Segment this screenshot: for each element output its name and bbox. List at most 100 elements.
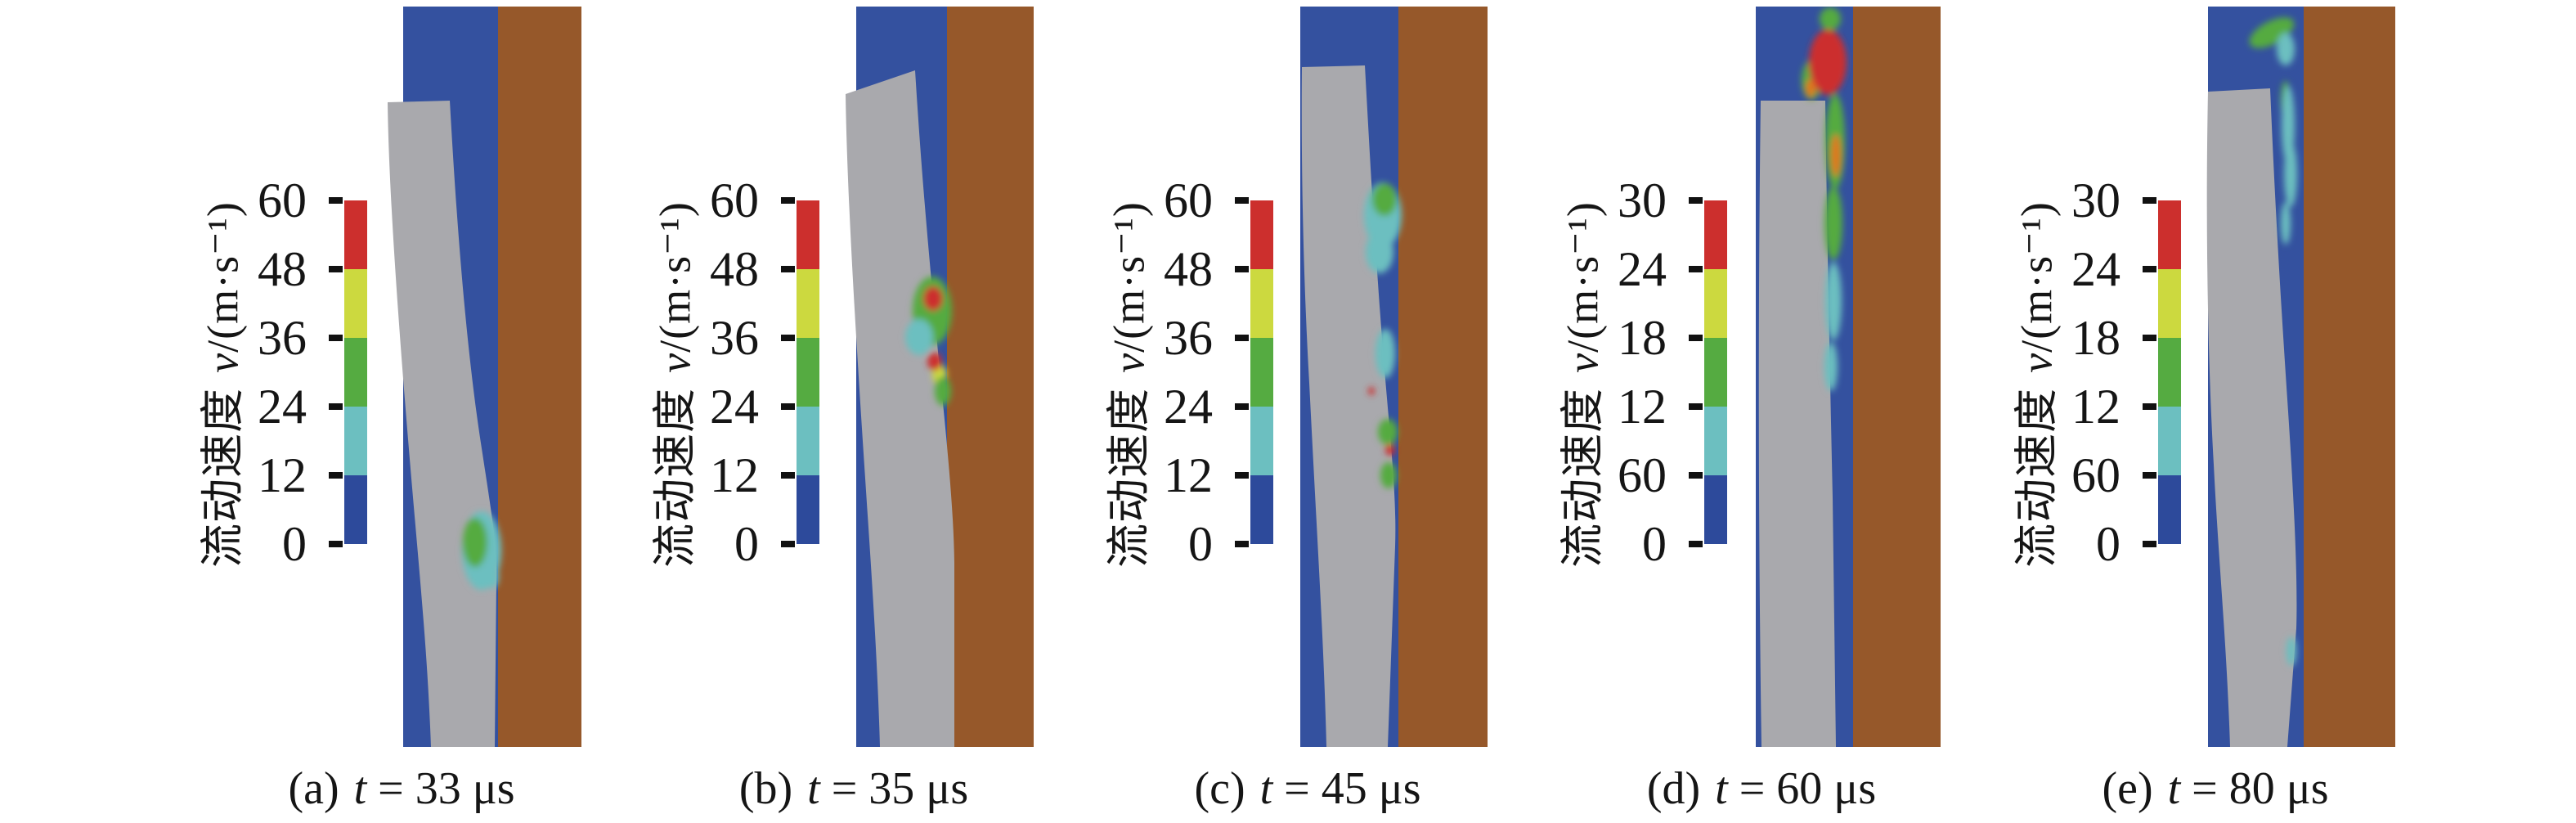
colorbar-segment-red — [2158, 200, 2181, 269]
contour-orange-core — [1831, 134, 1841, 177]
tick-label: 12 — [1164, 448, 1213, 502]
caption-variable: t — [2167, 763, 2181, 814]
tick-label: 48 — [1164, 242, 1213, 296]
tick-mark — [781, 472, 795, 479]
panel-caption: (c) t = 45 μs — [1194, 762, 1420, 815]
colorbar-segment-blue — [797, 475, 819, 544]
tick-mark — [1235, 266, 1249, 272]
tick-label: 18 — [2071, 311, 2120, 365]
flyer-plate — [2206, 88, 2297, 747]
panel-caption: (e) t = 80 μs — [2102, 762, 2328, 815]
flyer-plate — [1758, 101, 1836, 747]
colorbar — [344, 200, 367, 544]
tick-mark — [1689, 266, 1703, 272]
tick-label: 60 — [258, 173, 307, 227]
tick-label: 12 — [2071, 380, 2120, 434]
contour-red-blob — [1385, 444, 1395, 456]
tick-mark — [2143, 472, 2156, 479]
caption-index: (c) — [1194, 763, 1245, 814]
tick-mark — [1235, 403, 1249, 410]
tick-mark — [781, 197, 795, 204]
tick-label: 0 — [2096, 517, 2120, 571]
tick-label: 0 — [1642, 517, 1667, 571]
contour-cyan-blob — [1376, 329, 1395, 378]
colorbar-segment-red — [344, 200, 367, 269]
tick-mark — [1235, 197, 1249, 204]
wall-region — [498, 7, 581, 747]
colorbar-segment-cyan — [797, 407, 819, 475]
tick-mark — [781, 541, 795, 547]
tick-mark — [781, 335, 795, 341]
tick-mark — [781, 403, 795, 410]
contour-green-blob — [463, 518, 487, 567]
wall-region — [947, 7, 1034, 747]
flyer-plate — [388, 101, 497, 747]
tick-label: 30 — [1618, 173, 1667, 227]
contour-cyan-streak — [2281, 202, 2291, 245]
contour-red-blob — [927, 353, 942, 371]
wall-region — [2304, 7, 2395, 747]
colorbar-segment-green — [797, 338, 819, 407]
caption-variable: t — [1715, 763, 1728, 814]
velocity-contour-jet — [2249, 17, 2297, 666]
tick-mark — [781, 266, 795, 272]
contour-red-blob — [923, 286, 943, 311]
simulation-image-b — [846, 7, 1034, 747]
tick-mark — [1235, 472, 1249, 479]
colorbar-segment-yellow — [1250, 269, 1273, 338]
contour-cyan-blob — [1825, 262, 1842, 340]
simulation-image-a — [388, 7, 581, 747]
tick-mark — [1689, 335, 1703, 341]
colorbar-segment-yellow — [344, 269, 367, 338]
caption-index: (b) — [738, 763, 793, 814]
panel-caption: (b) t = 35 μs — [739, 762, 968, 815]
tick-mark — [2143, 197, 2156, 204]
tick-label: 60 — [710, 173, 759, 227]
colorbar — [1250, 200, 1273, 544]
tick-mark — [2143, 335, 2156, 341]
contour-cyan-blob — [486, 565, 499, 588]
tick-label: 48 — [710, 242, 759, 296]
colorbar — [1704, 200, 1727, 544]
tick-label: 24 — [710, 380, 759, 434]
tick-mark — [2143, 541, 2156, 547]
tick-label: 36 — [258, 311, 307, 365]
colorbar-segment-yellow — [2158, 269, 2181, 338]
tick-label: 18 — [1618, 311, 1667, 365]
colorbar-segment-green — [2158, 338, 2181, 407]
contour-green-blob — [935, 376, 951, 406]
caption-index: (e) — [2102, 763, 2153, 814]
contour-green-blob — [1380, 462, 1397, 488]
contour-cyan-streak — [2284, 142, 2297, 207]
contour-cyan-blob — [1366, 231, 1393, 273]
contour-cyan-blob — [1824, 342, 1838, 391]
tick-mark — [1235, 541, 1249, 547]
panel-a: 流动速度v/(m·s⁻¹) 60 48 36 24 12 0 — [194, 0, 599, 823]
tick-label: 24 — [2071, 242, 2120, 296]
tick-label: 0 — [734, 517, 759, 571]
panel-caption: (a) t = 33 μs — [288, 762, 514, 815]
contour-orange-blob — [1806, 79, 1815, 97]
contour-cyan-blob — [2277, 33, 2295, 65]
contour-green-blob — [1378, 419, 1398, 445]
colorbar-segment-green — [344, 338, 367, 407]
tick-mark — [329, 197, 343, 204]
tick-mark — [329, 403, 343, 410]
caption-variable: t — [353, 763, 367, 814]
velocity-contour-jet — [462, 511, 501, 590]
tick-mark — [329, 335, 343, 341]
tick-mark — [329, 266, 343, 272]
tick-mark — [1689, 541, 1703, 547]
colorbar — [797, 200, 819, 544]
panel-c: 流动速度v/(m·s⁻¹) 60 48 36 24 12 0 — [1100, 0, 1505, 823]
contour-red-blob — [1809, 29, 1847, 95]
colorbar-segment-red — [1704, 200, 1727, 269]
tick-mark — [329, 541, 343, 547]
colorbar-segment-blue — [1250, 475, 1273, 544]
simulation-image-d — [1756, 7, 1941, 747]
caption-text: = 45 μs — [1284, 763, 1421, 814]
panel-b: 流动速度v/(m·s⁻¹) 60 48 36 24 12 0 — [646, 0, 1051, 823]
simulation-image-c — [1300, 7, 1488, 747]
colorbar-segment-blue — [2158, 475, 2181, 544]
tick-mark — [1689, 472, 1703, 479]
